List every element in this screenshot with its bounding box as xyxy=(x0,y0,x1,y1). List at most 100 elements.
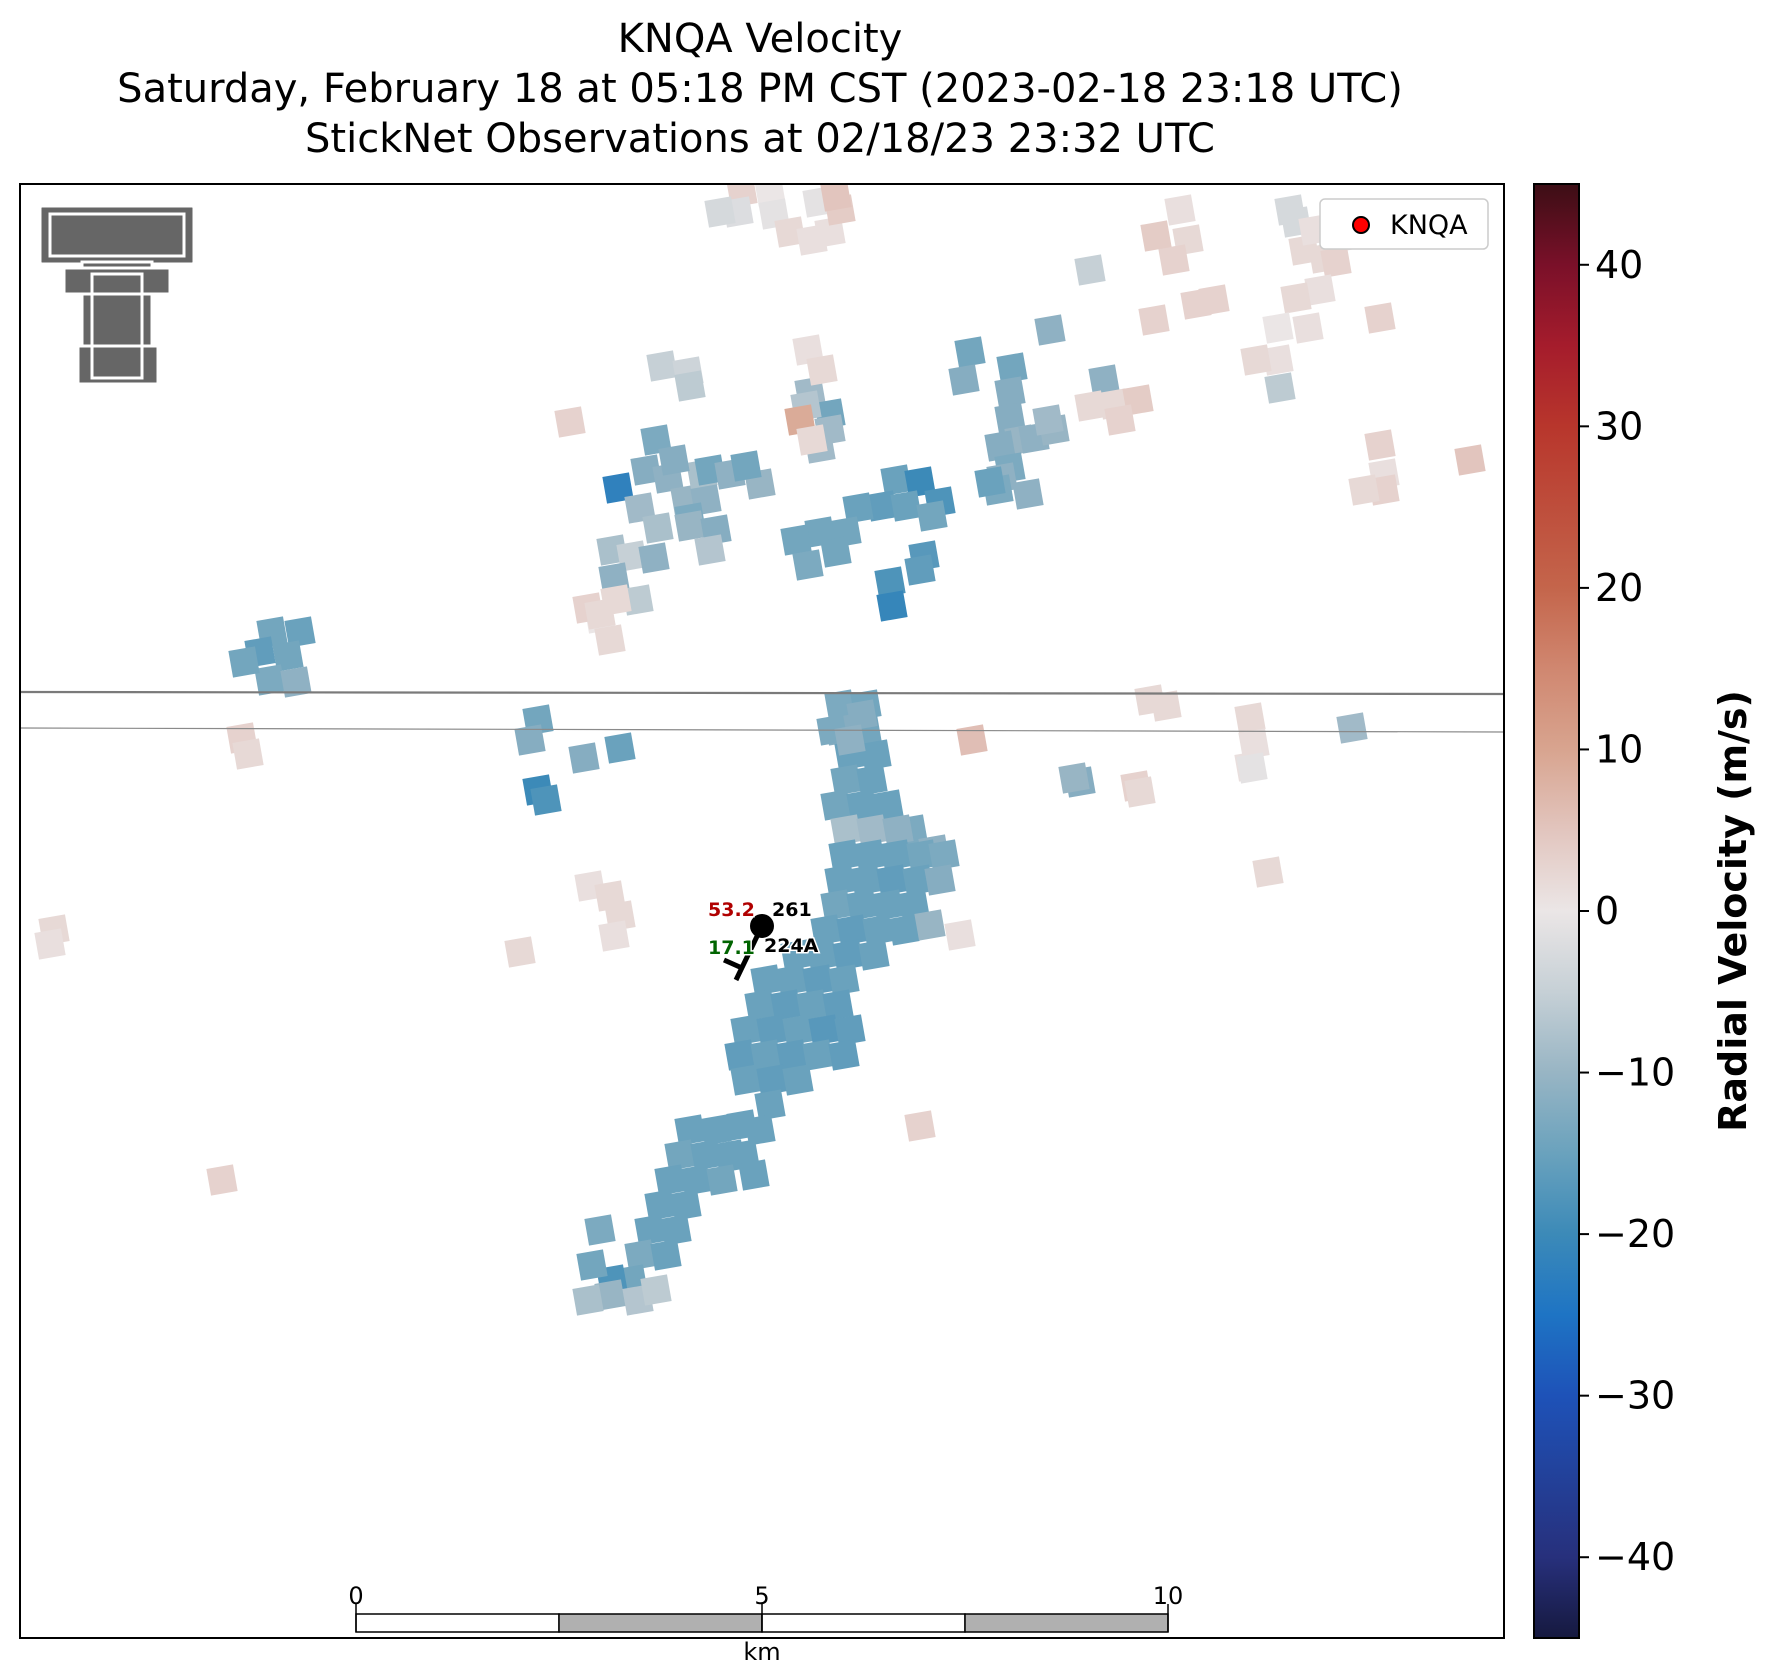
map-subtitle-time: Saturday, February 18 at 05:18 PM CST (2… xyxy=(117,66,1403,112)
radar-gate xyxy=(504,936,536,968)
radar-gate xyxy=(954,336,986,368)
radar-gate xyxy=(272,640,304,672)
radar-gate xyxy=(842,492,874,524)
map-subtitle-observations: StickNet Observations at 02/18/23 23:32 … xyxy=(305,116,1215,162)
radar-gate xyxy=(598,920,630,952)
radar-gate xyxy=(1074,390,1106,422)
radar-gate xyxy=(1058,762,1090,794)
radar-gate xyxy=(904,466,936,498)
radar-gate xyxy=(624,492,656,524)
radar-gate xyxy=(730,450,762,482)
radar-gate xyxy=(874,566,906,598)
radar-gate xyxy=(664,1139,696,1171)
radar-gate xyxy=(1238,728,1270,760)
radar-gate xyxy=(704,196,736,228)
radar-gate xyxy=(948,364,980,396)
radar-gate xyxy=(640,424,672,456)
radar-gate xyxy=(644,1189,676,1221)
radar-gate xyxy=(796,989,828,1021)
radar-gate xyxy=(802,1039,834,1071)
radar-gate xyxy=(944,919,976,951)
radar-gate xyxy=(820,789,852,821)
radar-gate xyxy=(680,1164,712,1196)
radar-gate xyxy=(514,724,546,756)
radar-gate xyxy=(928,839,960,871)
radar-gate xyxy=(1138,304,1170,336)
radar-gate xyxy=(782,1064,814,1096)
colorbar-tick-label: 30 xyxy=(1595,404,1643,448)
radar-gate xyxy=(914,909,946,941)
radar-gate xyxy=(846,889,878,921)
radar-gate xyxy=(280,666,312,698)
radar-gate xyxy=(584,598,616,630)
radar-gate xyxy=(782,1014,814,1046)
radar-velocity-layer xyxy=(34,184,1486,1316)
radar-gate xyxy=(832,939,864,971)
radar-gate xyxy=(796,424,828,456)
colorbar-label: Radial Velocity (m/s) xyxy=(1711,690,1755,1132)
radar-gate xyxy=(830,764,862,796)
radar-gate xyxy=(822,989,854,1021)
radar-gate xyxy=(770,989,802,1021)
radar-gate xyxy=(814,216,846,248)
colorbar-tick-label: −20 xyxy=(1595,1212,1675,1256)
radar-gate xyxy=(846,789,878,821)
scale-tick-5: 5 xyxy=(754,1582,769,1610)
radar-gate xyxy=(916,500,948,532)
radar-site-marker-icon xyxy=(1352,216,1370,234)
radar-gate xyxy=(1140,220,1172,252)
radar-gate xyxy=(228,646,260,678)
radar-gate xyxy=(834,724,866,756)
radar-gate xyxy=(568,742,600,774)
radar-gate xyxy=(850,864,882,896)
sticknet-station-plot xyxy=(722,914,774,982)
radar-gate xyxy=(1032,404,1064,436)
radar-gate xyxy=(554,406,586,438)
radar-gate xyxy=(576,1249,608,1281)
radar-gate xyxy=(866,490,898,522)
radar-gate xyxy=(1236,752,1268,784)
station-temperature: 53.2 xyxy=(708,899,755,921)
radar-gate xyxy=(984,430,1016,462)
map-axes-frame xyxy=(19,183,1505,1639)
radar-gate xyxy=(604,732,636,764)
radar-gate xyxy=(810,914,842,946)
texas-tech-double-t-logo xyxy=(38,204,196,386)
radar-gate xyxy=(880,839,912,871)
station-marker-icon xyxy=(750,914,774,938)
radar-gate xyxy=(836,914,868,946)
station-id: 224A xyxy=(764,935,819,957)
radar-gate xyxy=(824,864,856,896)
radar-gate xyxy=(1364,429,1396,461)
radar-gate xyxy=(862,914,894,946)
radar-gate xyxy=(994,376,1026,408)
radar-gate xyxy=(924,864,956,896)
radar-gate xyxy=(1074,254,1106,286)
scale-unit: km xyxy=(743,1638,780,1666)
radar-gate xyxy=(1364,302,1396,334)
radar-gate xyxy=(828,839,860,871)
colorbar-tick-label: −40 xyxy=(1595,1535,1675,1579)
radar-gate xyxy=(1348,474,1380,506)
radar-gate xyxy=(206,1164,238,1196)
radar-gate xyxy=(674,1114,706,1146)
radar-gate xyxy=(872,789,904,821)
radar-gate xyxy=(808,1014,840,1046)
radar-gate xyxy=(1240,344,1272,376)
radar-gate xyxy=(1104,404,1136,436)
radar-gate xyxy=(602,472,634,504)
colorbar-ticks: 40 30 20 10 0 −10 −20 −30 −40 xyxy=(1579,243,1675,1579)
radar-gate xyxy=(700,1114,732,1146)
radar-gate xyxy=(802,964,834,996)
radar-gate xyxy=(694,534,726,566)
radar-gate xyxy=(584,1214,616,1246)
scale-bar xyxy=(355,1604,1169,1633)
radar-gate xyxy=(1124,776,1156,808)
colorbar-tick-label: −30 xyxy=(1595,1374,1675,1418)
radar-gate xyxy=(1454,444,1486,476)
radar-gate xyxy=(876,590,908,622)
radar-gate xyxy=(754,1089,786,1121)
radar-gate xyxy=(846,699,878,731)
radar-gate xyxy=(670,1189,702,1221)
radar-gate xyxy=(726,1109,758,1141)
